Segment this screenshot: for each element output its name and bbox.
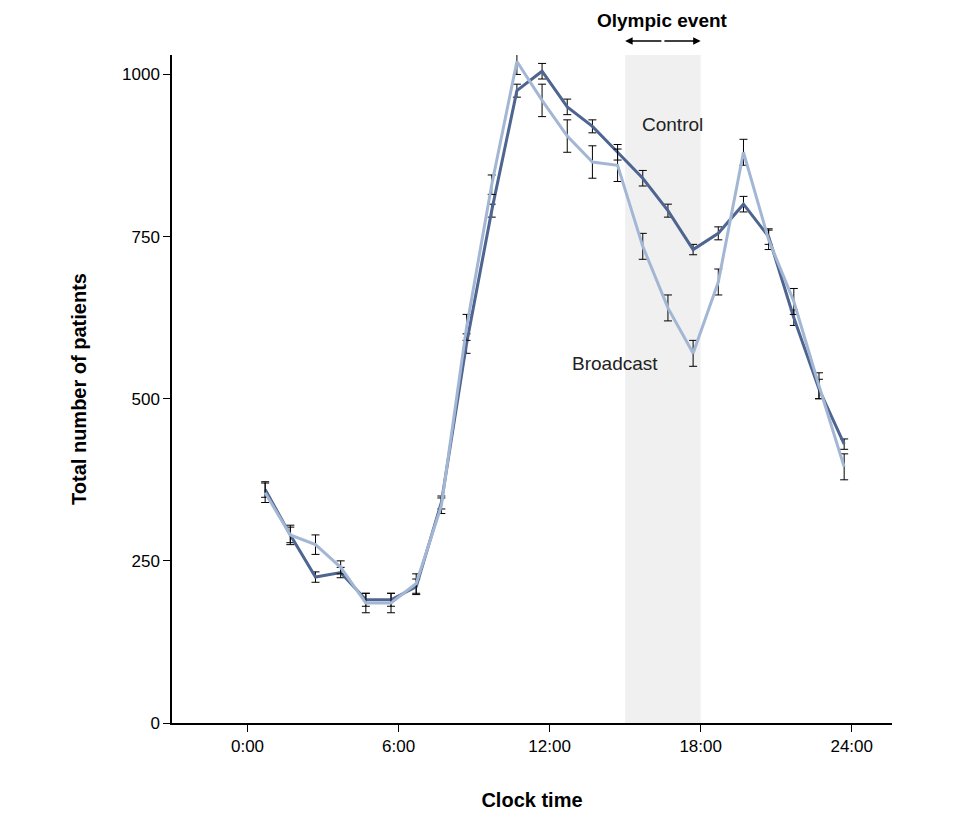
svg-text:250: 250 [131,552,159,571]
svg-text:Clock time: Clock time [481,789,582,811]
svg-text:0:00: 0:00 [231,737,264,756]
svg-text:Broadcast: Broadcast [572,353,658,374]
svg-text:1000: 1000 [122,65,160,84]
svg-text:24:00: 24:00 [830,737,873,756]
svg-text:Olympic event: Olympic event [597,10,728,31]
svg-text:6:00: 6:00 [382,737,415,756]
svg-text:18:00: 18:00 [679,737,722,756]
svg-text:0: 0 [150,714,159,733]
svg-text:Control: Control [642,114,703,135]
svg-text:750: 750 [131,228,159,247]
svg-text:12:00: 12:00 [528,737,571,756]
svg-text:500: 500 [131,390,159,409]
svg-text:Total number of patients: Total number of patients [68,273,90,505]
